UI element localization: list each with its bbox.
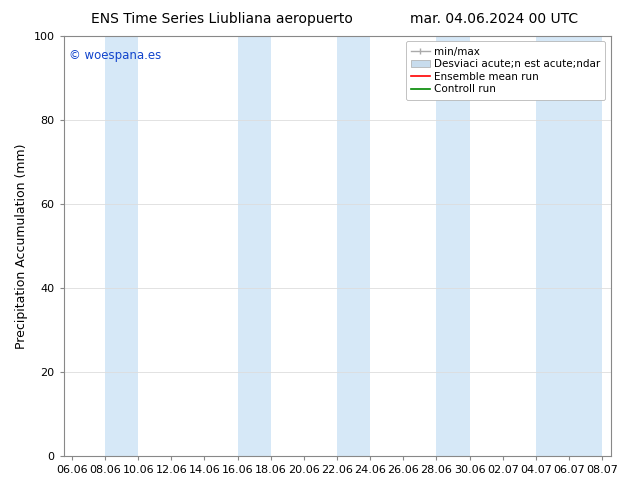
Text: mar. 04.06.2024 00 UTC: mar. 04.06.2024 00 UTC	[410, 12, 579, 26]
Text: © woespana.es: © woespana.es	[69, 49, 161, 62]
Bar	[436, 36, 470, 456]
Bar	[569, 36, 602, 456]
Text: ENS Time Series Liubliana aeropuerto: ENS Time Series Liubliana aeropuerto	[91, 12, 353, 26]
Bar	[337, 36, 370, 456]
Y-axis label: Precipitation Accumulation (mm): Precipitation Accumulation (mm)	[15, 143, 28, 349]
Legend: min/max, Desviaci acute;n est acute;ndar, Ensemble mean run, Controll run: min/max, Desviaci acute;n est acute;ndar…	[406, 41, 605, 99]
Bar	[238, 36, 271, 456]
Bar	[105, 36, 138, 456]
Bar	[536, 36, 569, 456]
